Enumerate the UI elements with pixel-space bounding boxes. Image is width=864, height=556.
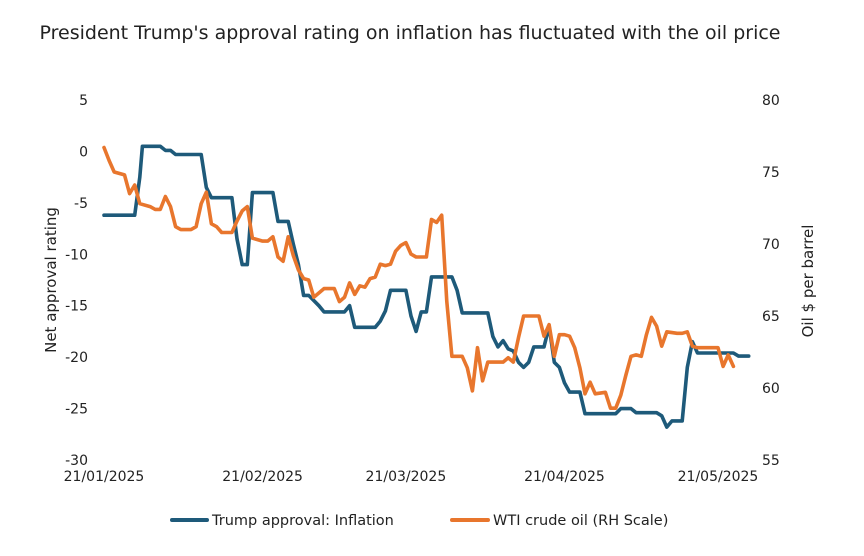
chart-title: President Trump's approval rating on inf… [40,22,781,44]
y2-axis-label: Oil $ per barrel [799,225,817,338]
y-tick-label: -5 [74,196,88,212]
y2-tick-label: 65 [762,309,780,325]
y2-ticks: 80 75 70 65 60 55 [762,93,780,469]
y-tick-label: -15 [65,299,88,315]
x-tick-label: 21/03/2025 [366,469,447,485]
y2-tick-label: 55 [762,453,780,469]
y2-tick-label: 60 [762,381,780,397]
legend-label: WTI crude oil (RH Scale) [493,513,668,529]
x-tick-label: 21/05/2025 [678,469,759,485]
x-tick-label: 21/02/2025 [222,469,303,485]
y-tick-label: -20 [65,350,88,366]
legend: Trump approval: Inflation WTI crude oil (… [170,513,668,529]
series-lines [102,144,751,429]
legend-label: Trump approval: Inflation [211,513,394,529]
series-line-approval [102,144,751,429]
y-axis-label: Net approval rating [42,207,60,353]
series-line-oil [102,145,736,410]
y2-tick-label: 75 [762,165,780,181]
y2-tick-label: 80 [762,93,780,109]
y-tick-label: -30 [65,453,88,469]
y-tick-label: -25 [65,402,88,418]
x-ticks: 21/01/2025 21/02/2025 21/03/2025 21/04/2025… [64,469,759,485]
y-tick-label: 0 [79,144,88,160]
y2-tick-label: 70 [762,237,780,253]
x-tick-label: 21/01/2025 [64,469,145,485]
y-tick-label: 5 [79,93,88,109]
y-ticks: 5 0 -5 -10 -15 -20 -25 -30 [65,93,88,469]
x-tick-label: 21/04/2025 [524,469,605,485]
y-tick-label: -10 [65,247,88,263]
